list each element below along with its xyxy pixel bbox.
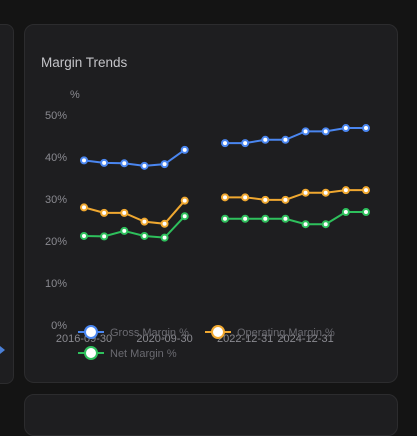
data-point[interactable] xyxy=(140,217,149,226)
data-point[interactable] xyxy=(160,219,169,228)
x-tick-label: 2016-09-30 xyxy=(56,333,112,345)
data-point[interactable] xyxy=(321,188,330,197)
data-point[interactable] xyxy=(100,232,109,241)
data-point[interactable] xyxy=(180,212,189,221)
y-tick-label: 50% xyxy=(45,110,67,122)
legend-label: Gross Margin % xyxy=(110,327,189,339)
series-line xyxy=(83,200,186,225)
legend-item[interactable]: Operating Margin % xyxy=(205,325,335,339)
data-point[interactable] xyxy=(321,220,330,229)
data-point[interactable] xyxy=(301,127,310,136)
y-tick-label: 10% xyxy=(45,278,67,290)
data-point[interactable] xyxy=(160,160,169,169)
data-point[interactable] xyxy=(261,195,270,204)
y-tick-label: 0% xyxy=(51,320,67,332)
data-point[interactable] xyxy=(362,208,370,217)
data-point[interactable] xyxy=(120,208,129,217)
data-point[interactable] xyxy=(221,193,229,202)
data-point[interactable] xyxy=(241,193,250,202)
data-point[interactable] xyxy=(221,214,229,223)
arrow-right-icon[interactable] xyxy=(0,346,5,354)
data-point[interactable] xyxy=(301,188,310,197)
data-point[interactable] xyxy=(341,124,350,133)
x-tick-label: 2020-09-30 xyxy=(136,333,192,345)
margin-trends-card: Margin Trends xyxy=(24,24,398,383)
data-point[interactable] xyxy=(180,196,189,205)
data-point[interactable] xyxy=(341,208,350,217)
data-point[interactable] xyxy=(80,231,88,240)
data-point[interactable] xyxy=(180,145,189,154)
data-point[interactable] xyxy=(221,139,229,148)
data-point[interactable] xyxy=(120,226,129,235)
legend-label: Operating Margin % xyxy=(237,327,335,339)
data-point[interactable] xyxy=(362,124,370,133)
y-tick-label: 20% xyxy=(45,236,67,248)
data-point[interactable] xyxy=(120,159,129,168)
data-point[interactable] xyxy=(100,208,109,217)
x-tick-label: 2022-12-31 xyxy=(217,333,273,345)
legend-marker-icon xyxy=(84,346,98,360)
data-point[interactable] xyxy=(261,135,270,144)
series-line xyxy=(83,149,186,167)
adjacent-card xyxy=(0,24,14,384)
data-point[interactable] xyxy=(140,231,149,240)
data-point[interactable] xyxy=(80,203,88,212)
data-point[interactable] xyxy=(160,233,169,242)
data-point[interactable] xyxy=(281,135,290,144)
data-point[interactable] xyxy=(281,214,290,223)
data-point[interactable] xyxy=(241,214,250,223)
margin-trends-chart: % 0% 10% 20% 30% 40% 50% 2016-09-30 2020-09-30 20… xyxy=(45,89,370,360)
x-tick-label: 2024-12-31 xyxy=(277,333,333,345)
card-title: Margin Trends xyxy=(41,55,128,70)
y-tick-label: 30% xyxy=(45,194,67,206)
legend-marker-icon xyxy=(211,325,225,339)
legend-item[interactable]: Gross Margin % xyxy=(78,325,189,339)
data-point[interactable] xyxy=(80,156,88,165)
data-point[interactable] xyxy=(341,186,350,195)
y-axis-unit-label: % xyxy=(70,89,80,101)
data-point[interactable] xyxy=(321,127,330,136)
legend-item[interactable]: Net Margin % xyxy=(78,346,177,360)
data-point[interactable] xyxy=(241,139,250,148)
data-point[interactable] xyxy=(301,220,310,229)
legend-marker-icon xyxy=(84,325,98,339)
data-point[interactable] xyxy=(281,195,290,204)
data-point[interactable] xyxy=(261,214,270,223)
y-tick-label: 40% xyxy=(45,152,67,164)
data-point[interactable] xyxy=(140,161,149,170)
data-point[interactable] xyxy=(100,158,109,167)
data-point[interactable] xyxy=(362,186,370,195)
legend-label: Net Margin % xyxy=(110,348,177,360)
